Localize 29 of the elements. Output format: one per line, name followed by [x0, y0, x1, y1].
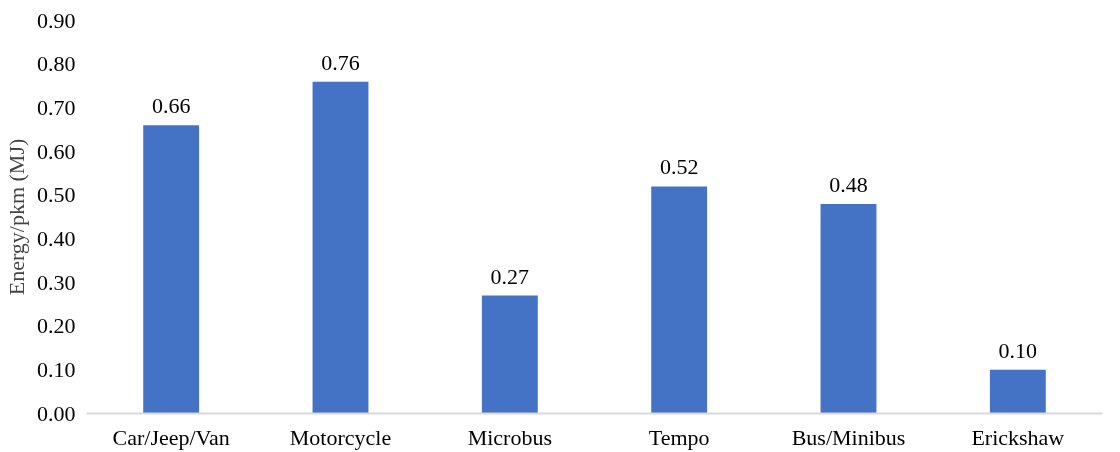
y-tick-label: 0.90 [37, 7, 76, 33]
y-axis-title: Energy/pkm (MJ) [4, 138, 29, 296]
data-label: 0.66 [151, 93, 191, 119]
x-tick-label: Erickshaw [971, 424, 1065, 450]
x-tick-label: Microbus [467, 424, 552, 450]
x-tick-label: Motorcycle [289, 424, 392, 450]
bar [481, 295, 538, 414]
y-tick-label: 0.80 [37, 51, 76, 77]
y-tick-label: 0.50 [37, 182, 76, 208]
y-tick-label: 0.60 [37, 138, 76, 164]
x-tick-label: Car/Jeep/Van [112, 424, 230, 450]
x-tick-label: Bus/Minibus [791, 424, 906, 450]
y-tick-label: 0.00 [37, 400, 76, 426]
y-tick-label: 0.40 [37, 225, 76, 251]
bar [820, 203, 877, 414]
data-label: 0.76 [321, 49, 360, 75]
y-tick-label: 0.30 [37, 269, 76, 295]
data-label: 0.27 [490, 263, 530, 289]
data-label: 0.52 [659, 154, 699, 180]
y-tick-label: 0.20 [37, 313, 76, 339]
y-tick-label: 0.70 [37, 94, 76, 120]
y-tick-label: 0.10 [37, 356, 76, 382]
bar [989, 369, 1046, 414]
bar [651, 186, 708, 414]
bar [143, 125, 200, 414]
x-tick-label: Tempo [648, 424, 710, 450]
data-label: 0.48 [829, 171, 868, 197]
bar [312, 81, 369, 414]
data-label: 0.10 [998, 337, 1038, 363]
